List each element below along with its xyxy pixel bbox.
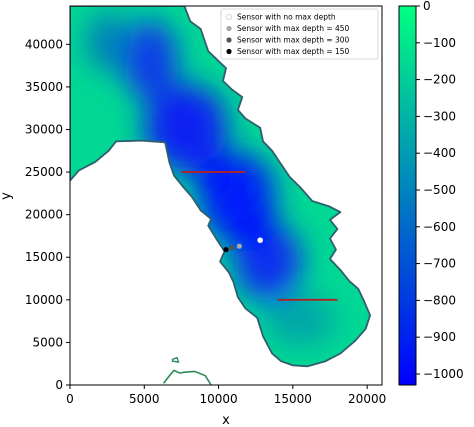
colorbar-tick-label: −700 (423, 257, 456, 271)
colorbar: 0 −100 −200 −300 −400 −500 −600 −700 −800 −900 −10… (398, 0, 464, 386)
coast-fragment (162, 369, 212, 385)
colorbar-tick-label: −300 (423, 109, 456, 123)
legend: Sensor with no max depth Sensor with max… (220, 8, 379, 60)
colorbar-tick-label: 0 (423, 0, 431, 13)
x-axis-label: x (222, 413, 230, 427)
colorbar-gradient (398, 5, 417, 386)
y-tick-label: 40000 (25, 37, 63, 51)
region-outline (70, 6, 371, 368)
x-tick-label: 20000 (348, 392, 386, 406)
y-tick-label: 25000 (25, 165, 63, 179)
legend-marker (226, 48, 232, 55)
deep-zone (122, 20, 178, 100)
y-tick-label: 5000 (32, 335, 63, 349)
plot-frame (69, 5, 383, 386)
legend-label: Sensor with max depth = 150 (237, 47, 350, 56)
mid-zone (86, 12, 130, 72)
colorbar-tick-label: −900 (423, 330, 456, 344)
colorbar-tick-label: −500 (423, 183, 456, 197)
colorbar-tick-label: −600 (423, 220, 456, 234)
legend-marker (226, 37, 232, 43)
y-tick-label: 0 (55, 378, 63, 392)
mid-zone (264, 294, 336, 346)
legend-marker (226, 25, 232, 32)
colorbar-tick-label: −100 (423, 36, 456, 50)
legend-box (220, 8, 379, 60)
y-axis: 0 5000 10000 15000 20000 25000 30000 35000 40000 (25, 37, 70, 392)
colorbar-ticks: 0 −100 −200 −300 −400 −500 −600 −700 −800 −900 −10… (416, 0, 464, 381)
y-tick-label: 10000 (25, 293, 63, 307)
colorbar-tick-label: −800 (423, 293, 456, 307)
x-tick-label: 0 (66, 392, 74, 406)
legend-label: Sensor with max depth = 450 (237, 24, 350, 33)
y-axis-label: y (0, 192, 14, 200)
x-axis: 0 5000 10000 15000 20000 (66, 385, 386, 406)
deep-channel (86, 12, 336, 346)
x-tick-label: 15000 (274, 392, 312, 406)
y-tick-label: 30000 (25, 122, 63, 136)
y-tick-label: 35000 (25, 80, 63, 94)
sensor-marker (236, 243, 242, 249)
deep-zone (196, 158, 232, 202)
x-tick-label: 5000 (129, 392, 160, 406)
legend-label: Sensor with max depth = 300 (237, 36, 350, 45)
plot-area (70, 6, 382, 385)
sensor-marker (257, 237, 264, 244)
x-tick-label: 10000 (199, 392, 237, 406)
y-tick-label: 15000 (25, 250, 63, 264)
colorbar-tick-label: −400 (423, 146, 456, 160)
colorbar-tick-label: −200 (423, 73, 456, 87)
sensor-marker (229, 245, 235, 251)
y-tick-label: 20000 (25, 208, 63, 222)
islet (171, 356, 180, 363)
legend-marker (226, 14, 232, 20)
sensor-marker (223, 246, 229, 253)
colorbar-tick-label: −1000 (423, 367, 464, 381)
legend-label: Sensor with no max depth (237, 13, 336, 22)
